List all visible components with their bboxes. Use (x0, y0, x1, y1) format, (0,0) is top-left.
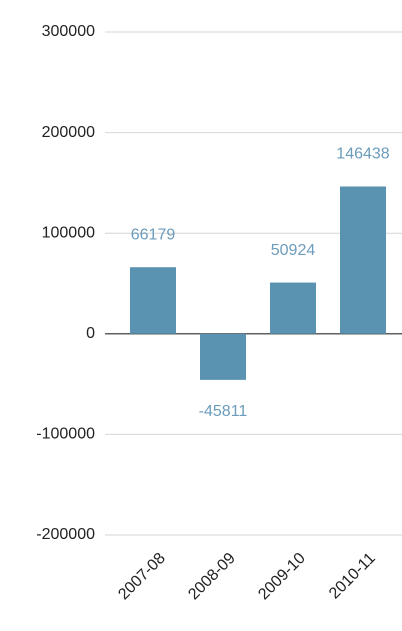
bar (270, 282, 316, 334)
y-tick-label: -100000 (36, 426, 95, 443)
y-tick-label: 0 (86, 325, 95, 342)
bar (340, 186, 386, 334)
y-tick-label: 100000 (42, 224, 95, 241)
value-label: 50924 (271, 242, 316, 259)
y-tick-label: 300000 (42, 23, 95, 40)
value-label: 66179 (131, 226, 176, 243)
bar (130, 267, 176, 334)
value-label: -45811 (199, 403, 248, 420)
x-tick-label: 2009-10 (255, 550, 309, 604)
y-tick-label: 200000 (42, 124, 95, 141)
bar (200, 333, 246, 380)
x-tick-label: 2010-11 (326, 550, 379, 603)
y-tick-label: -200000 (36, 526, 95, 543)
x-tick-label: 2007-08 (115, 550, 169, 604)
x-tick-label: 2008-09 (185, 550, 239, 604)
value-label: 146438 (336, 146, 389, 163)
